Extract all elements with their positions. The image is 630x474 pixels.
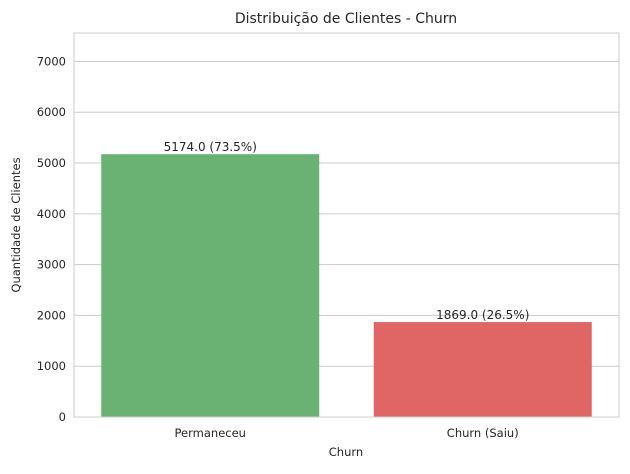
y-tick-label: 3000 — [37, 258, 66, 272]
bar-value-label: 1869.0 (26.5%) — [436, 308, 529, 322]
y-tick-label: 6000 — [37, 105, 66, 119]
bar — [373, 322, 592, 417]
y-tick-label: 4000 — [37, 207, 66, 221]
data-labels: 5174.0 (73.5%) 1869.0 (26.5%) — [164, 140, 530, 322]
y-tick-label: 1000 — [37, 359, 66, 373]
bar-value-label: 5174.0 (73.5%) — [164, 140, 257, 154]
y-axis-ticks: 0 1000 2000 3000 4000 5000 6000 7000 — [37, 54, 66, 424]
bars — [101, 154, 592, 417]
plot-frame — [73, 32, 620, 418]
x-axis-ticks: Permaneceu Churn (Saiu) — [175, 426, 519, 440]
bar — [101, 154, 320, 417]
x-tick-label: Permaneceu — [175, 426, 246, 440]
x-tick-label: Churn (Saiu) — [447, 426, 519, 440]
y-tick-label: 7000 — [37, 54, 66, 68]
chart-title: Distribuição de Clientes - Churn — [235, 11, 457, 27]
y-tick-label: 5000 — [37, 156, 66, 170]
y-tick-label: 0 — [59, 410, 66, 424]
y-axis-label: Quantidade de Clientes — [9, 157, 23, 292]
y-tick-label: 2000 — [37, 308, 66, 322]
x-axis-label: Churn — [329, 445, 363, 459]
